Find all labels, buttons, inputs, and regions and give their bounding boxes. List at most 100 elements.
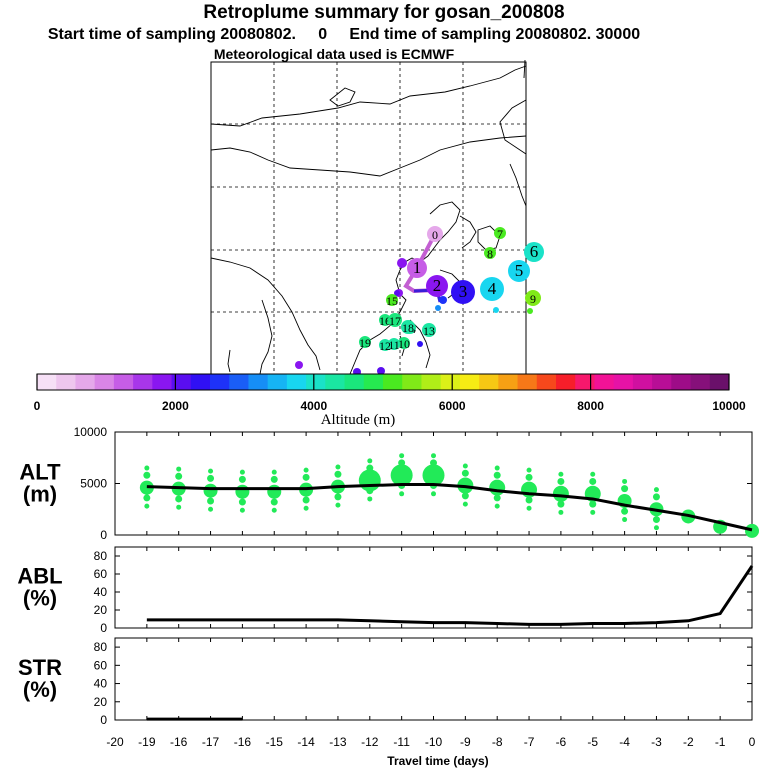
colorbar-swatch <box>498 374 519 390</box>
y-tick-label: 40 <box>94 585 108 599</box>
alt-bubble <box>462 463 468 469</box>
plume-centroid <box>480 277 504 301</box>
alt-bubble <box>143 471 151 479</box>
alt-bubble <box>422 464 445 487</box>
alt-bubble <box>653 525 659 531</box>
colorbar-swatch <box>306 374 326 390</box>
plume-layer: 012345678910111213141516171819 <box>295 226 544 376</box>
x-tick-label: -16 <box>234 735 252 749</box>
colorbar-swatch <box>210 374 230 390</box>
alt-bubble <box>367 496 373 502</box>
colorbar-swatch <box>113 374 134 390</box>
colorbar-swatch <box>267 374 288 390</box>
y-tick-label: 60 <box>94 658 108 672</box>
y-tick-label: 5000 <box>80 477 107 491</box>
colorbar-swatch <box>383 374 403 390</box>
plume-centroid-label: 4 <box>488 279 497 298</box>
y-tick-label: 20 <box>94 603 108 617</box>
alt-bubble <box>590 509 596 515</box>
alt-bubble <box>558 509 564 515</box>
alt-bubble <box>622 517 628 523</box>
sampling-times: Start time of sampling 20080802. 0 End t… <box>47 26 641 43</box>
plume-centroid-label: 13 <box>423 324 435 338</box>
x-tick-label: -10 <box>425 735 443 749</box>
x-tick-label: -8 <box>492 735 503 749</box>
colorbar-tick-label: 8000 <box>577 399 604 413</box>
colorbar-swatch <box>671 374 692 390</box>
x-axis-title: Travel time (days) <box>387 754 488 768</box>
alt-bubble <box>235 484 250 499</box>
colorbar-swatch <box>344 374 365 390</box>
plume-centroid-label: 16 <box>379 314 391 328</box>
y-axis-label: ABL <box>17 564 62 589</box>
alt-bubble <box>652 516 660 524</box>
plume-particle <box>435 305 441 311</box>
alt-bubble <box>144 465 150 471</box>
plume-centroid <box>508 260 530 282</box>
y-axis-label: (%) <box>23 586 57 611</box>
alt-bubble <box>461 492 469 500</box>
plume-centroid-label: 7 <box>497 227 503 241</box>
alt-bubble <box>303 505 309 511</box>
plume-centroid-label: 17 <box>389 314 401 328</box>
x-tick-label: -20 <box>106 735 124 749</box>
alt-bubble <box>207 474 215 482</box>
alt-bubble <box>207 497 215 505</box>
plume-centroid <box>525 290 541 306</box>
alt-bubble <box>745 523 759 538</box>
page-title: Retroplume summary for gosan_200808 <box>203 2 565 23</box>
altitude-colorbar: 0 2000 4000 6000 8000 10000 Altitude (m) <box>34 373 746 428</box>
plume-centroid <box>524 242 544 262</box>
alt-bubble <box>526 467 532 473</box>
alt-bubble <box>267 484 282 499</box>
colorbar-swatch <box>575 374 595 390</box>
alt-bubble <box>203 483 218 498</box>
colorbar-swatch <box>652 374 672 390</box>
colorbar-swatch <box>632 374 653 390</box>
colorbar-swatch <box>56 374 76 390</box>
alt-bubble <box>143 494 151 502</box>
alt-bubble <box>238 475 246 483</box>
plume-centroid <box>379 339 391 351</box>
colorbar-tick-label: 10000 <box>712 399 746 413</box>
plume-centroid <box>426 275 448 297</box>
alt-bubble <box>366 487 374 495</box>
x-tick-label: -13 <box>329 735 347 749</box>
y-axis-label: (%) <box>23 677 57 702</box>
alt-bubble <box>489 479 506 496</box>
alt-bubble <box>558 471 564 477</box>
colorbar-title: Altitude (m) <box>321 412 396 428</box>
plume-centroid-label: 5 <box>515 261 524 280</box>
alt-bubble <box>335 464 341 470</box>
alt-bubble <box>557 477 565 485</box>
colorbar-swatch <box>37 374 57 390</box>
x-tick-label: -4 <box>619 735 630 749</box>
y-tick-label: 80 <box>94 640 108 654</box>
alt-bubble <box>652 493 660 501</box>
colorbar-swatch <box>363 374 384 390</box>
colorbar-swatch <box>75 374 96 390</box>
plume-centroid-label: 15 <box>386 294 398 308</box>
x-tick-label: -15 <box>266 735 284 749</box>
plume-centroid <box>427 226 443 242</box>
plume-centroid <box>398 337 410 349</box>
y-tick-label: 0 <box>100 621 107 635</box>
alt-bubble <box>239 469 245 475</box>
colorbar-swatch <box>133 374 153 390</box>
colorbar-swatch <box>190 374 211 390</box>
plume-centroid-label: 1 <box>413 258 422 277</box>
alt-bubble <box>270 498 278 506</box>
colorbar-swatch <box>440 374 461 390</box>
alt-bubble <box>431 491 436 497</box>
x-tick-label: -19 <box>138 735 156 749</box>
met-data-line: Meteorological data used is ECMWF <box>213 46 455 62</box>
alt-bubble <box>398 459 406 467</box>
y-tick-label: 80 <box>94 549 108 563</box>
colorbar-swatch <box>152 374 173 390</box>
alt-bubble <box>390 464 413 487</box>
plume-centroid <box>407 258 427 278</box>
series-line <box>146 483 753 532</box>
alt-bubble <box>335 502 341 508</box>
colorbar-tick-label: 2000 <box>162 399 189 413</box>
plume-centroid-label: 18 <box>402 321 414 335</box>
